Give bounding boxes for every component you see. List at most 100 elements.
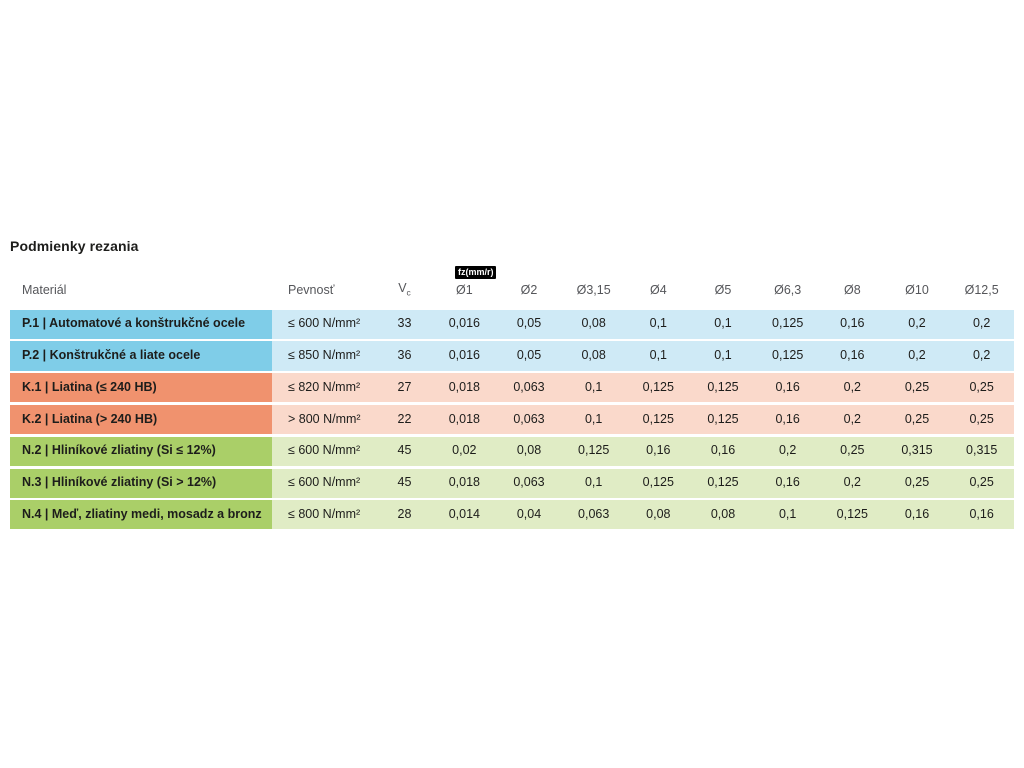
fz-value-cell: 0,125 bbox=[772, 348, 804, 363]
fz-value-cell: 0,16 bbox=[775, 411, 800, 426]
col-header-diameter-1: Ø1 fz(mm/r) bbox=[432, 265, 497, 307]
fz-value-cell: 0,018 bbox=[448, 411, 480, 426]
fz-value-cell: 0,125 bbox=[707, 379, 739, 394]
fz-value-cell: 0,08 bbox=[581, 348, 606, 363]
vc-label: V bbox=[398, 281, 407, 296]
strength-cell: ≤ 600 N/mm² bbox=[288, 443, 361, 458]
material-name-cell: N.2 | Hliníkové zliatiny (Si ≤ 12%) bbox=[10, 436, 272, 466]
fz-value-cell: 0,063 bbox=[513, 411, 545, 426]
col-header-diameter-5: Ø5 bbox=[691, 283, 756, 307]
material-row: K.1 | Liatina (≤ 240 HB) ≤ 820 N/mm² 27 0,0… bbox=[10, 373, 1014, 403]
fz-value-cell: 0,063 bbox=[513, 475, 545, 490]
fz-value-cell: 0,2 bbox=[908, 348, 926, 363]
table-header-row: Materiál Pevnosť Vc Ø1 fz(mm/r) Ø2 Ø3,15 Ø4 Ø… bbox=[10, 262, 1014, 307]
fz-value-cell: 0,1 bbox=[584, 379, 603, 394]
material-row: P.2 | Konštrukčné a liate ocele ≤ 850 N/m… bbox=[10, 341, 1014, 371]
col-header-diameter-8: Ø8 bbox=[820, 283, 885, 307]
vc-cell: 36 bbox=[397, 348, 412, 363]
fz-value-cell: 0,2 bbox=[778, 443, 797, 458]
col-header-material: Materiál bbox=[22, 283, 67, 298]
material-name-cell: N.4 | Meď, zliatiny medi, mosadz a bronz bbox=[10, 500, 272, 530]
strength-cell: ≤ 820 N/mm² bbox=[288, 379, 361, 394]
fz-value-cell: 0,016 bbox=[448, 316, 480, 331]
col-header-diameter-10: Ø10 bbox=[885, 283, 950, 307]
fz-value-cell: 0,16 bbox=[775, 379, 800, 394]
fz-value-cell: 0,1 bbox=[778, 507, 797, 521]
fz-value-cell: 0,16 bbox=[646, 443, 671, 458]
fz-value-cell: 0,25 bbox=[840, 443, 865, 458]
fz-value-cell: 0,2 bbox=[908, 316, 926, 331]
strength-cell: > 800 N/mm² bbox=[288, 411, 361, 426]
diameter-label: Ø10 bbox=[905, 283, 929, 298]
diameter-label: Ø6,3 bbox=[774, 283, 802, 298]
fz-value-cell: 0,018 bbox=[448, 475, 480, 490]
fz-value-cell: 0,2 bbox=[972, 316, 991, 331]
fz-value-cell: 0,125 bbox=[772, 316, 804, 331]
material-row: N.4 | Meď, zliatiny medi, mosadz a bronz… bbox=[10, 500, 1014, 530]
fz-value-cell: 0,25 bbox=[969, 411, 994, 426]
material-name-cell: P.2 | Konštrukčné a liate ocele bbox=[10, 341, 272, 371]
fz-value-cell: 0,125 bbox=[707, 411, 739, 426]
vc-cell: 45 bbox=[397, 443, 412, 458]
fz-value-cell: 0,05 bbox=[516, 348, 542, 363]
fz-value-cell: 0,02 bbox=[452, 443, 477, 458]
fz-value-cell: 0,04 bbox=[516, 507, 542, 521]
col-header-strength: Pevnosť bbox=[288, 283, 335, 298]
fz-value-cell: 0,08 bbox=[710, 507, 736, 521]
material-row: N.2 | Hliníkové zliatiny (Si ≤ 12%) ≤ 600… bbox=[10, 436, 1014, 466]
col-header-diameter-4: Ø4 bbox=[626, 283, 691, 307]
cutting-conditions-table: Materiál Pevnosť Vc Ø1 fz(mm/r) Ø2 Ø3,15 Ø4 Ø… bbox=[10, 262, 1014, 530]
fz-value-cell: 0,08 bbox=[581, 316, 606, 331]
diameter-label: Ø5 bbox=[714, 283, 732, 298]
diameter-label: Ø8 bbox=[843, 283, 861, 298]
fz-value-cell: 0,315 bbox=[966, 443, 998, 458]
col-header-diameter-2: Ø2 bbox=[497, 283, 562, 307]
fz-value-cell: 0,063 bbox=[513, 379, 545, 394]
material-row: P.1 | Automatové a konštrukčné ocele ≤ 60… bbox=[10, 309, 1014, 339]
fz-value-cell: 0,25 bbox=[904, 411, 930, 426]
col-header-vc: Vc bbox=[377, 281, 432, 307]
fz-value-cell: 0,1 bbox=[714, 316, 732, 331]
fz-value-cell: 0,2 bbox=[843, 411, 862, 426]
fz-value-cell: 0,16 bbox=[904, 507, 930, 521]
fz-value-cell: 0,25 bbox=[969, 379, 994, 394]
fz-value-cell: 0,018 bbox=[448, 379, 480, 394]
vc-cell: 28 bbox=[397, 507, 412, 521]
fz-value-cell: 0,25 bbox=[904, 379, 930, 394]
vc-cell: 27 bbox=[397, 379, 412, 394]
material-row: K.2 | Liatina (> 240 HB) > 800 N/mm² 22 0,0… bbox=[10, 404, 1014, 435]
fz-value-cell: 0,16 bbox=[840, 316, 865, 331]
fz-value-cell: 0,125 bbox=[707, 475, 739, 490]
vc-cell: 33 bbox=[397, 316, 412, 331]
fz-value-cell: 0,16 bbox=[775, 475, 800, 490]
vc-cell: 45 bbox=[397, 475, 412, 490]
fz-value-cell: 0,125 bbox=[642, 411, 674, 426]
fz-value-cell: 0,125 bbox=[578, 443, 610, 458]
material-row: N.3 | Hliníkové zliatiny (Si > 12%) ≤ 600… bbox=[10, 468, 1014, 498]
fz-value-cell: 0,1 bbox=[649, 316, 668, 331]
vc-cell: 22 bbox=[397, 411, 412, 426]
fz-value-cell: 0,05 bbox=[516, 316, 542, 331]
fz-value-cell: 0,1 bbox=[649, 348, 668, 363]
fz-value-cell: 0,16 bbox=[969, 507, 994, 521]
page-title: Podmienky rezania bbox=[10, 238, 139, 254]
material-name-cell: K.1 | Liatina (≤ 240 HB) bbox=[10, 373, 272, 403]
diameter-label: Ø4 bbox=[649, 283, 667, 298]
fz-value-cell: 0,016 bbox=[448, 348, 480, 363]
fz-value-cell: 0,08 bbox=[516, 443, 542, 458]
diameter-label: Ø1 fz(mm/r) bbox=[454, 265, 497, 298]
col-header-diameter-63: Ø6,3 bbox=[755, 283, 820, 307]
fz-value-cell: 0,014 bbox=[448, 507, 480, 521]
diameter-label: Ø12,5 bbox=[964, 283, 999, 298]
vc-subscript: c bbox=[406, 287, 411, 298]
fz-value-cell: 0,16 bbox=[840, 348, 865, 363]
fz-value-cell: 0,315 bbox=[901, 443, 933, 458]
fz-value-cell: 0,2 bbox=[843, 475, 862, 490]
fz-value-cell: 0,125 bbox=[642, 475, 674, 490]
fz-value-cell: 0,063 bbox=[578, 507, 610, 521]
fz-value-cell: 0,125 bbox=[836, 507, 868, 521]
fz-value-cell: 0,16 bbox=[710, 443, 736, 458]
fz-value-cell: 0,25 bbox=[969, 475, 994, 490]
strength-cell: ≤ 800 N/mm² bbox=[288, 507, 361, 521]
material-name-cell: K.2 | Liatina (> 240 HB) bbox=[10, 404, 272, 435]
